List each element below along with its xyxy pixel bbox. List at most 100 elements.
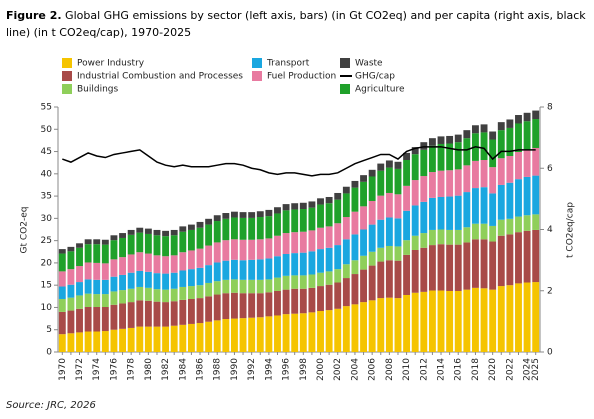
- y2-tick-label: 0: [547, 348, 553, 358]
- x-tick-label: 2025: [531, 358, 541, 381]
- bar-segment: [403, 185, 411, 211]
- x-tick-label: 1970: [58, 358, 68, 381]
- bar-segment: [119, 328, 126, 352]
- bar-segment: [205, 321, 213, 352]
- bar-segment: [187, 269, 195, 287]
- bar-segment: [136, 286, 144, 301]
- bar-segment: [308, 287, 316, 313]
- bar-segment: [76, 308, 83, 333]
- bar-segment: [291, 203, 299, 210]
- y-tick-label: 0: [46, 348, 52, 358]
- bar-segment: [317, 227, 324, 250]
- bar-segment: [110, 240, 118, 260]
- bar-segment: [506, 127, 514, 156]
- bar-segment: [239, 260, 247, 280]
- bar-segment: [428, 172, 436, 198]
- bar-segment: [308, 312, 316, 352]
- source: Source: JRC, 2026: [6, 400, 96, 411]
- bar-segment: [84, 239, 92, 245]
- bar-segment: [291, 288, 299, 314]
- bar-segment: [213, 221, 221, 243]
- y-tick-label: 55: [41, 103, 52, 113]
- bar-segment: [342, 306, 350, 352]
- bar-segment: [299, 209, 307, 232]
- bar-segment: [446, 229, 454, 245]
- bar-segment: [144, 271, 152, 288]
- bar-segment: [351, 304, 359, 352]
- bar-segment: [489, 225, 497, 242]
- bar-segment: [84, 293, 92, 308]
- bar-segment: [291, 209, 299, 233]
- bar-segment: [179, 299, 187, 325]
- bar-segment: [480, 223, 488, 240]
- bar-segment: [136, 227, 144, 233]
- bar-segment: [532, 147, 540, 176]
- bar-segment: [170, 272, 178, 289]
- bar-segment: [480, 124, 488, 133]
- bar-segment: [463, 289, 471, 352]
- x-tick-label: 2004: [350, 358, 360, 381]
- legend-label: Agriculture: [355, 85, 405, 95]
- bar-segment: [437, 170, 445, 197]
- x-tick-label: 1986: [196, 358, 206, 381]
- bar-segment: [446, 196, 454, 230]
- bar-segment: [299, 202, 307, 210]
- bar-segment: [256, 211, 264, 218]
- bar-segment: [58, 253, 66, 272]
- bar-segment: [385, 192, 393, 218]
- y-tick-label: 25: [41, 236, 52, 246]
- bar-segment: [489, 139, 497, 168]
- bar-segment: [506, 182, 514, 219]
- bar-segment: [342, 278, 350, 307]
- bar-segment: [93, 239, 101, 245]
- bar-segment: [274, 277, 281, 291]
- bar-segment: [428, 138, 436, 146]
- bar-segment: [187, 229, 195, 251]
- legend-label: Industrial Combustion and Processes: [77, 72, 243, 82]
- bar-segment: [515, 151, 522, 180]
- bar-segment: [265, 279, 273, 293]
- bar-segment: [256, 259, 264, 280]
- bar-segment: [342, 193, 350, 218]
- y-tick-label: 20: [41, 258, 53, 268]
- bar-segment: [248, 239, 256, 260]
- bar-segment: [420, 247, 428, 292]
- bar-segment: [515, 283, 522, 352]
- bar-segment: [76, 332, 83, 352]
- bar-segment: [101, 307, 109, 332]
- bar-segment: [162, 302, 170, 327]
- y-tick-label: 15: [41, 281, 52, 291]
- bar-segment: [385, 160, 393, 168]
- bar-segment: [205, 265, 213, 283]
- legend-swatch: [252, 58, 262, 68]
- bar-segment: [144, 233, 152, 254]
- bar-segment: [351, 234, 359, 261]
- bar-segment: [420, 233, 428, 248]
- x-tick-label: 2016: [454, 358, 464, 381]
- bar-segment: [196, 221, 204, 228]
- bar-segment: [76, 282, 83, 296]
- bar-segment: [420, 176, 428, 202]
- bar-segment: [420, 291, 428, 352]
- bar-segment: [342, 264, 350, 279]
- bar-segment: [360, 229, 367, 256]
- bar-segment: [334, 245, 342, 270]
- bar-segment: [497, 286, 505, 352]
- bar-segment: [403, 294, 411, 352]
- bar-segment: [463, 165, 471, 193]
- x-tick-label: 2010: [402, 358, 412, 381]
- bar-segment: [179, 270, 187, 287]
- bar-segment: [360, 175, 367, 182]
- bar-segment: [437, 244, 445, 291]
- y2-tick-label: 6: [547, 164, 553, 174]
- bar-segment: [523, 121, 531, 150]
- bar-segment: [497, 235, 505, 287]
- bar-segment: [377, 195, 385, 220]
- bar-segment: [222, 293, 230, 320]
- bar-segment: [377, 170, 385, 196]
- bar-segment: [385, 167, 393, 193]
- bar-segment: [136, 300, 144, 327]
- bar-segment: [231, 239, 238, 260]
- bar-segment: [532, 119, 540, 148]
